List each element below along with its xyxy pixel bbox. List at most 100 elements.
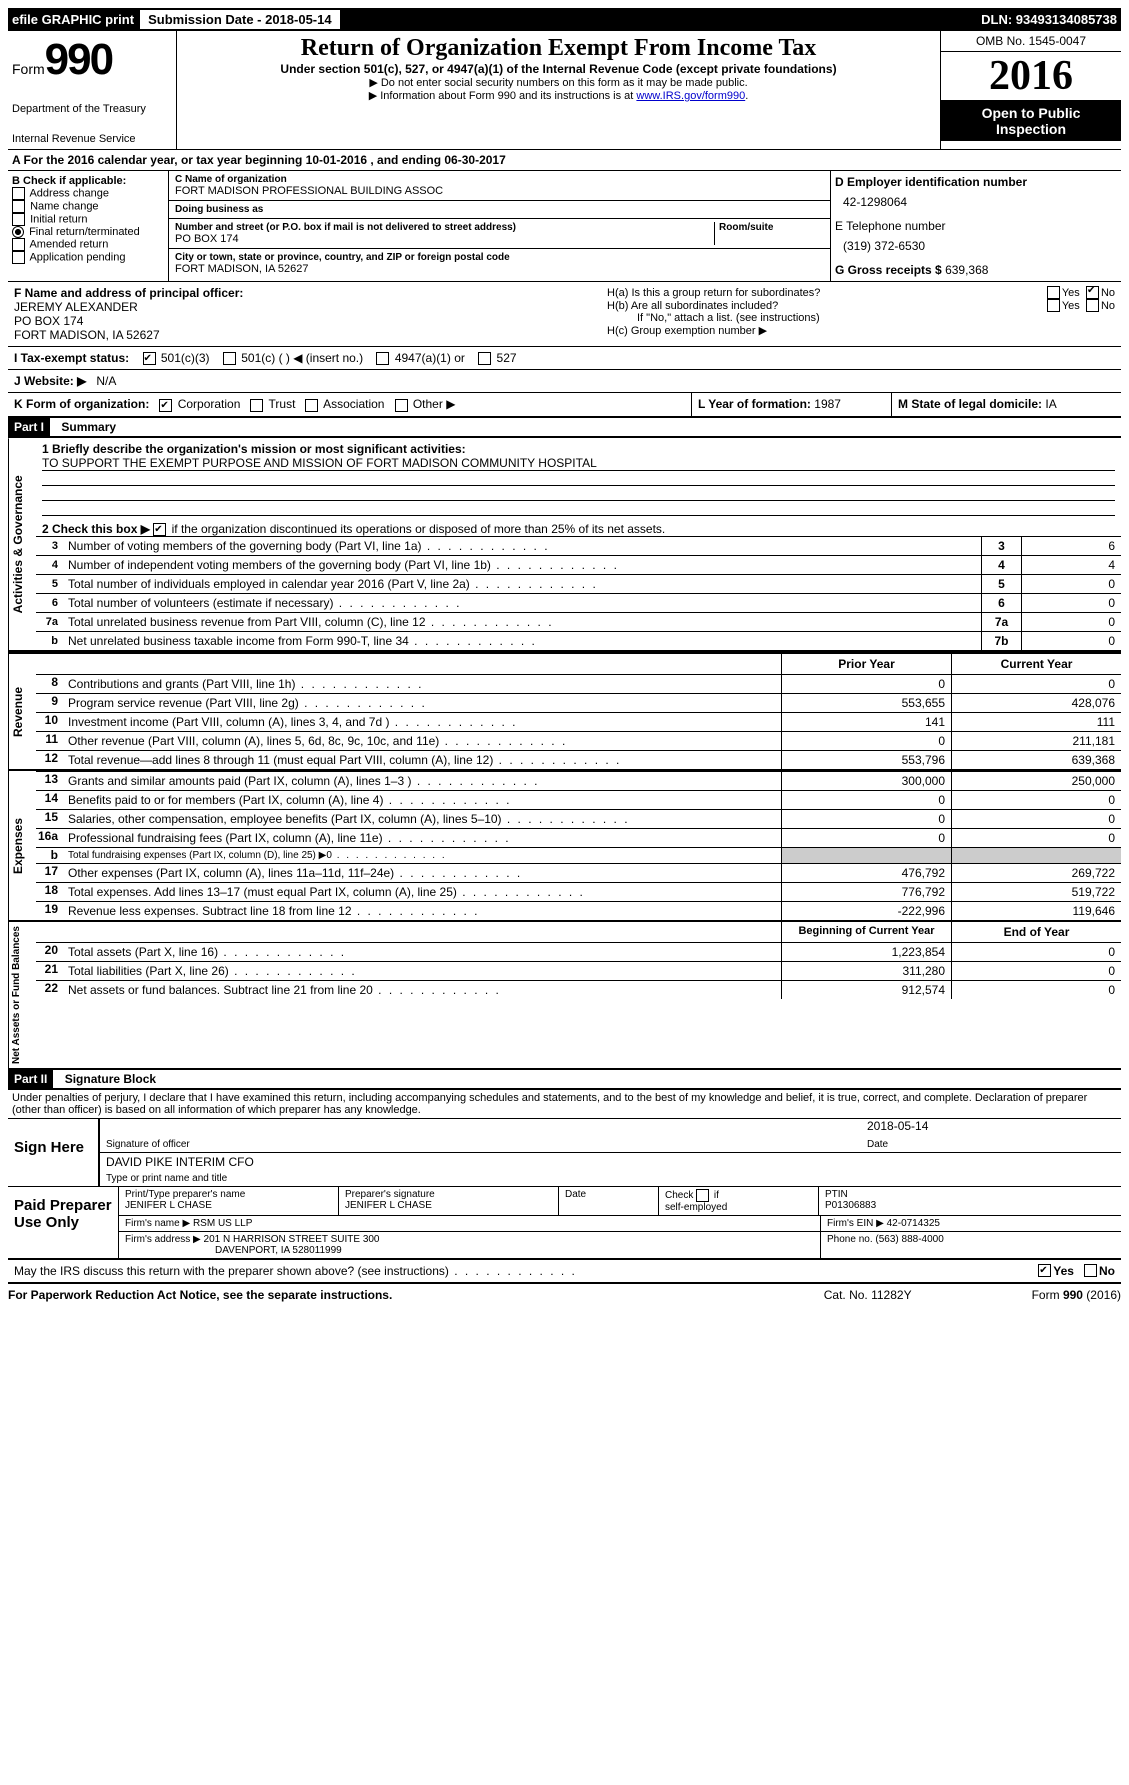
summary-line: 4Number of independent voting members of…: [36, 555, 1121, 574]
dba-label: Doing business as: [175, 204, 824, 215]
firm-addr1: 201 N HARRISON STREET SUITE 300: [204, 1234, 380, 1245]
summary-line: 5Total number of individuals employed in…: [36, 574, 1121, 593]
i-label: I Tax-exempt status:: [14, 351, 129, 365]
ha-label: H(a) Is this a group return for subordin…: [607, 287, 1047, 299]
cb-final-return[interactable]: [12, 226, 24, 238]
hb-label: H(b) Are all subordinates included?: [607, 300, 1047, 312]
net-label: Net Assets or Fund Balances: [8, 922, 36, 1068]
org-name-label: C Name of organization: [175, 174, 824, 185]
data-line: 21Total liabilities (Part X, line 26)311…: [36, 961, 1121, 980]
data-line: 10Investment income (Part VIII, column (…: [36, 712, 1121, 731]
officer-addr: PO BOX 174: [14, 314, 595, 328]
tax-year: 2016: [941, 52, 1121, 101]
omb-number: OMB No. 1545-0047: [941, 31, 1121, 52]
data-line: 20Total assets (Part X, line 16)1,223,85…: [36, 942, 1121, 961]
paid-preparer: Paid Preparer Use Only: [8, 1187, 118, 1258]
city: FORT MADISON, IA 52627: [175, 263, 824, 275]
data-line: 8Contributions and grants (Part VIII, li…: [36, 674, 1121, 693]
box-b-title: B Check if applicable:: [12, 175, 164, 187]
cb-527[interactable]: [478, 352, 491, 365]
irs: Internal Revenue Service: [12, 133, 172, 145]
j-val: N/A: [96, 374, 116, 388]
pra-notice: For Paperwork Reduction Act Notice, see …: [8, 1288, 392, 1302]
l-val: 1987: [814, 397, 841, 411]
irs-link[interactable]: www.IRS.gov/form990: [636, 90, 745, 102]
form-title: Return of Organization Exempt From Incom…: [185, 35, 932, 62]
cb-association[interactable]: [305, 399, 318, 412]
cb-self-employed[interactable]: [696, 1189, 709, 1202]
row-i: I Tax-exempt status: 501(c)(3) 501(c) ( …: [8, 347, 1121, 370]
cb-other[interactable]: [395, 399, 408, 412]
cb-initial-return[interactable]: [12, 213, 25, 226]
note-info: ▶ Information about Form 990 and its ins…: [369, 90, 637, 102]
hb-yes[interactable]: [1047, 299, 1060, 312]
cb-discontinued[interactable]: [153, 523, 166, 536]
inspection: Inspection: [945, 121, 1117, 137]
box-b: B Check if applicable: Address change Na…: [8, 171, 168, 281]
data-line: 12Total revenue—add lines 8 through 11 (…: [36, 750, 1121, 769]
officer-name: JEREMY ALEXANDER: [14, 300, 595, 314]
section-a: A For the 2016 calendar year, or tax yea…: [8, 150, 1121, 171]
data-line: bTotal fundraising expenses (Part IX, co…: [36, 847, 1121, 863]
declaration: Under penalties of perjury, I declare th…: [8, 1090, 1121, 1119]
data-line: 14Benefits paid to or for members (Part …: [36, 790, 1121, 809]
gross-label: G Gross receipts $: [835, 263, 942, 277]
cb-4947[interactable]: [376, 352, 389, 365]
l1-label: 1 Briefly describe the organization's mi…: [42, 442, 466, 456]
cb-address-change[interactable]: [12, 187, 25, 200]
discuss-yes[interactable]: [1038, 1264, 1051, 1277]
row-l: L Year of formation: 1987: [691, 393, 891, 415]
sig-officer-label: Signature of officer: [100, 1137, 861, 1153]
firm-ein: 42-0714325: [887, 1218, 940, 1229]
cb-trust[interactable]: [250, 399, 263, 412]
cb-amended-return[interactable]: [12, 238, 25, 251]
rev-label: Revenue: [8, 654, 36, 769]
data-line: 13Grants and similar amounts paid (Part …: [36, 771, 1121, 790]
ein: 42-1298064: [835, 189, 1117, 219]
cb-application-pending[interactable]: [12, 251, 25, 264]
firm-phone: (563) 888-4000: [875, 1234, 943, 1245]
discuss-no[interactable]: [1084, 1264, 1097, 1277]
sign-here: Sign Here: [8, 1119, 98, 1186]
cb-501c3[interactable]: [143, 352, 156, 365]
ptin: P01306883: [825, 1200, 1115, 1211]
m-label: M State of legal domicile:: [898, 397, 1042, 411]
data-line: 15Salaries, other compensation, employee…: [36, 809, 1121, 828]
officer-city: FORT MADISON, IA 52627: [14, 328, 595, 342]
summary-line: 7aTotal unrelated business revenue from …: [36, 612, 1121, 631]
cb-501c[interactable]: [223, 352, 236, 365]
ha-no[interactable]: [1086, 286, 1099, 299]
l2-label: 2 Check this box ▶: [42, 522, 150, 536]
note-ssn: ▶ Do not enter social security numbers o…: [185, 76, 932, 89]
data-line: 19Revenue less expenses. Subtract line 1…: [36, 901, 1121, 920]
cat-no: Cat. No. 11282Y: [824, 1288, 912, 1302]
box-c: C Name of organization FORT MADISON PROF…: [168, 171, 831, 281]
city-label: City or town, state or province, country…: [175, 252, 824, 263]
summary-line: 3Number of voting members of the governi…: [36, 536, 1121, 555]
part2-title: Signature Block: [65, 1072, 156, 1086]
box-d: D Employer identification number 42-1298…: [831, 171, 1121, 281]
exp-label: Expenses: [8, 771, 36, 920]
box-h: H(a) Is this a group return for subordin…: [601, 282, 1121, 346]
dept-treasury: Department of the Treasury: [12, 103, 172, 115]
sig-date-label: Date: [861, 1137, 1121, 1153]
dln: DLN: 93493134085738: [981, 12, 1117, 27]
form-word: Form: [12, 61, 45, 77]
data-line: 17Other expenses (Part IX, column (A), l…: [36, 863, 1121, 882]
preparer-sig: JENIFER L CHASE: [345, 1200, 552, 1211]
hb-no[interactable]: [1086, 299, 1099, 312]
gross: 639,368: [945, 263, 988, 277]
firm-name: RSM US LLP: [193, 1218, 252, 1229]
row-k: K Form of organization: Corporation Trus…: [8, 393, 691, 415]
ha-yes[interactable]: [1047, 286, 1060, 299]
l-label: L Year of formation:: [698, 397, 811, 411]
efile-label: efile GRAPHIC print: [12, 12, 134, 27]
tel-label: E Telephone number: [835, 219, 1117, 233]
cb-name-change[interactable]: [12, 200, 25, 213]
officer-label: F Name and address of principal officer:: [14, 286, 595, 300]
cb-corporation[interactable]: [159, 399, 172, 412]
discuss-question: May the IRS discuss this return with the…: [14, 1264, 577, 1278]
end-year-header: End of Year: [951, 922, 1121, 942]
prior-year-header: Prior Year: [781, 654, 951, 674]
row-j: J Website: ▶ N/A: [8, 370, 1121, 393]
